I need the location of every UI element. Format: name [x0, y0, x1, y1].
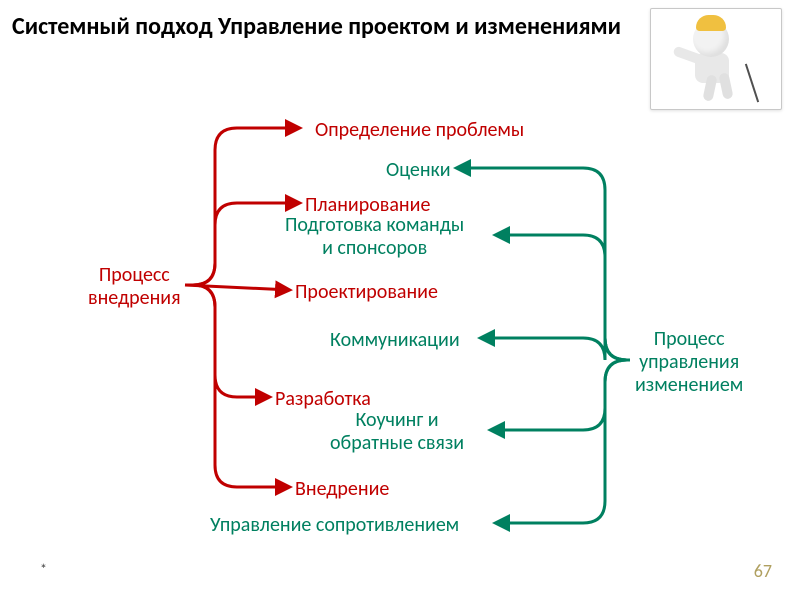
left-item-4: Внедрение [295, 478, 389, 501]
right-item-1: Подготовка команды и спонсоров [285, 214, 464, 260]
left-item-2: Проектирование [295, 281, 438, 304]
right-item-4: Управление сопротивлением [210, 514, 459, 537]
page-number: 67 [754, 560, 772, 582]
right-item-2: Коммуникации [330, 329, 460, 352]
right-source-label: Процесс управления изменением [635, 328, 743, 397]
right-item-3: Коучинг и обратные связи [330, 409, 464, 455]
mascot-icon [671, 19, 761, 99]
left-source-label: Процесс внедрения [88, 264, 181, 310]
left-item-0: Определение проблемы [315, 119, 524, 142]
footnote-mark: * [40, 561, 47, 578]
page-title: Системный подход Управление проектом и и… [12, 12, 621, 42]
corner-illustration [650, 8, 782, 110]
right-item-0: Оценки [386, 159, 451, 182]
